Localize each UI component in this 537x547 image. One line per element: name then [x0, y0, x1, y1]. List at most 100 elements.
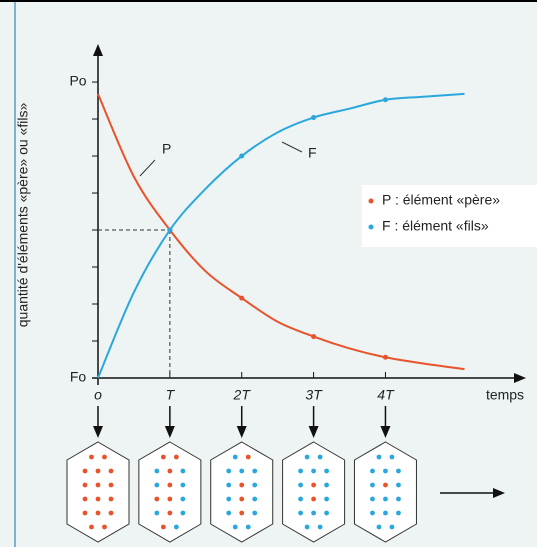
sample-dot — [109, 497, 114, 502]
point — [383, 355, 388, 360]
sample-dot — [305, 455, 310, 460]
sample-dot — [102, 525, 107, 530]
sample-dot — [154, 511, 159, 516]
sample — [67, 442, 129, 542]
sample-dot — [83, 469, 88, 474]
sample-dot — [226, 483, 231, 488]
sample-dot — [252, 483, 257, 488]
sample-dot — [174, 525, 179, 530]
sample-dot — [233, 455, 238, 460]
point — [239, 154, 244, 159]
x-tick-label: T — [166, 387, 176, 403]
sample-dot — [311, 483, 316, 488]
sample-dot — [370, 497, 375, 502]
legend-label: P : élément «père» — [382, 192, 500, 208]
x-tick-label: o — [94, 387, 102, 403]
sample-dot — [239, 483, 244, 488]
sample-dot — [252, 511, 257, 516]
legend-marker — [369, 199, 374, 204]
sample-dot — [298, 469, 303, 474]
sample-dot — [154, 497, 159, 502]
point — [239, 296, 244, 301]
y-tick-label: Fo — [70, 369, 87, 385]
sample-dot — [311, 497, 316, 502]
sample-dot — [83, 511, 88, 516]
sample-dot — [226, 511, 231, 516]
sample-dot — [311, 511, 316, 516]
sample-container — [139, 442, 201, 542]
sample-dot — [298, 497, 303, 502]
sample-dot — [370, 483, 375, 488]
sample-dot — [96, 511, 101, 516]
sample-dot — [174, 455, 179, 460]
sample-container — [67, 442, 129, 542]
sample — [283, 442, 345, 542]
sample-dot — [318, 525, 323, 530]
sample-dot — [324, 497, 329, 502]
sample-dot — [246, 525, 251, 530]
sample-dot — [109, 511, 114, 516]
sample-dot — [370, 469, 375, 474]
point — [311, 115, 316, 120]
sample-dot — [396, 511, 401, 516]
sample-dot — [167, 483, 172, 488]
sample-dot — [154, 469, 159, 474]
sample-dot — [109, 483, 114, 488]
sample-dot — [396, 497, 401, 502]
sample-dot — [109, 469, 114, 474]
sample-dot — [390, 455, 395, 460]
curve-label: F — [308, 145, 317, 161]
y-axis-label: quantité d'éléments «père» ou «fils» — [15, 103, 31, 328]
legend-label: F : élément «fils» — [382, 218, 489, 234]
point — [383, 97, 388, 102]
sample-dot — [233, 525, 238, 530]
sample-dot — [167, 497, 172, 502]
sample-dot — [383, 469, 388, 474]
sample-dot — [396, 469, 401, 474]
sample-dot — [324, 469, 329, 474]
sample-dot — [324, 511, 329, 516]
sample-dot — [305, 525, 310, 530]
curve-label: P — [162, 141, 171, 157]
point — [311, 334, 316, 339]
sample-dot — [83, 483, 88, 488]
sample-dot — [226, 497, 231, 502]
sample-dot — [396, 483, 401, 488]
sample — [139, 442, 201, 542]
sample-dot — [96, 497, 101, 502]
sample-dot — [298, 483, 303, 488]
y-tick-label: Po — [69, 73, 86, 89]
sample-dot — [96, 483, 101, 488]
sample-dot — [161, 525, 166, 530]
sample-dot — [383, 497, 388, 502]
sample-dot — [239, 511, 244, 516]
sample-dot — [324, 483, 329, 488]
sample-dot — [180, 483, 185, 488]
sample-dot — [239, 469, 244, 474]
sample-dot — [377, 525, 382, 530]
sample-container — [283, 442, 345, 542]
sample-dot — [89, 525, 94, 530]
sample-dot — [318, 455, 323, 460]
sample-dot — [180, 511, 185, 516]
sample-dot — [180, 469, 185, 474]
sample-dot — [96, 469, 101, 474]
sample-dot — [370, 511, 375, 516]
sample-container — [354, 442, 416, 542]
sample-dot — [161, 455, 166, 460]
sample-dot — [89, 455, 94, 460]
sample-dot — [252, 469, 257, 474]
x-tick-label: 3T — [305, 387, 323, 403]
sample-dot — [383, 511, 388, 516]
sample-dot — [83, 497, 88, 502]
sample-dot — [298, 511, 303, 516]
x-tick-label: 4T — [377, 387, 395, 403]
sample-dot — [167, 511, 172, 516]
sample — [354, 442, 416, 542]
x-axis-label: temps — [486, 387, 524, 403]
x-tick-label: 2T — [233, 387, 252, 403]
sample-dot — [102, 455, 107, 460]
sample-dot — [383, 483, 388, 488]
sample-dot — [252, 497, 257, 502]
sample-dot — [226, 469, 231, 474]
